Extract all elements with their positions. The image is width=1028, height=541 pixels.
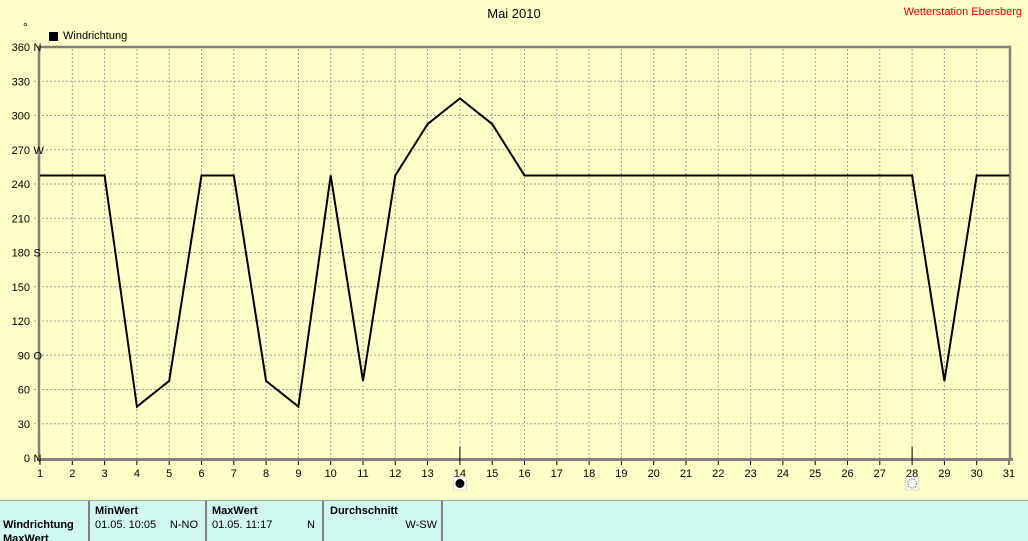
- x-tick-label: 16: [518, 468, 530, 480]
- y-tick-label: 0: [24, 453, 30, 465]
- x-tick-label: 22: [712, 468, 724, 480]
- y-tick-label: 90: [18, 350, 30, 362]
- y-compass-label: N: [34, 42, 42, 54]
- x-tick-label: 26: [841, 468, 853, 480]
- x-tick-label: 24: [777, 468, 789, 480]
- legend: Windrichtung: [49, 30, 127, 42]
- y-tick-label: 300: [12, 111, 30, 123]
- legend-label: Windrichtung: [63, 30, 128, 42]
- y-tick-label: 360: [12, 42, 30, 54]
- x-tick-label: 9: [295, 468, 301, 480]
- x-tick-label: 2: [69, 468, 75, 480]
- x-tick-label: 30: [971, 468, 983, 480]
- x-tick-label: 7: [231, 468, 237, 480]
- x-tick-label: 10: [325, 468, 337, 480]
- new-moon-icon: [455, 479, 465, 488]
- x-tick-label: 18: [583, 468, 595, 480]
- y-tick-label: 240: [12, 179, 30, 191]
- wind-direction-chart[interactable]: 1 2 3 4 5 6 7 8 9 10 11 12 13 14 15 16 17 18 19 20 21 22 23 24 2…: [0, 0, 1028, 500]
- y-tick-label: 30: [18, 419, 30, 431]
- table-row-label-clipped: MaxWert: [3, 533, 49, 541]
- x-tick-label: 25: [809, 468, 821, 480]
- page-title: Mai 2010: [487, 6, 541, 21]
- stats-table: MinWert MaxWert Durchschnitt Windrichtun…: [0, 500, 1028, 541]
- y-tick-label: 120: [12, 316, 30, 328]
- x-tick-label: 20: [648, 468, 660, 480]
- x-tick-label: 13: [421, 468, 433, 480]
- x-tick-label: 23: [744, 468, 756, 480]
- maxwert-value: N: [307, 519, 315, 531]
- table-separator: [88, 501, 90, 541]
- x-tick-label: 29: [938, 468, 950, 480]
- y-tick-label: 270: [12, 145, 30, 157]
- y-compass-label: O: [34, 350, 43, 362]
- y-tick-label: 60: [18, 385, 30, 397]
- maxwert-header: MaxWert: [212, 505, 258, 517]
- x-tick-label: 4: [134, 468, 140, 480]
- series-line-windrichtung: [40, 97, 1009, 409]
- y-tick-label: 180: [12, 248, 30, 260]
- y-tick-label: 330: [12, 76, 30, 88]
- durchschnitt-header: Durchschnitt: [330, 505, 398, 517]
- x-tick-label: 6: [198, 468, 204, 480]
- y-compass-label: W: [34, 145, 45, 157]
- table-separator: [322, 501, 324, 541]
- table-separator: [205, 501, 207, 541]
- x-tick-label: 21: [680, 468, 692, 480]
- table-row-label: Windrichtung: [3, 519, 74, 531]
- x-tick-label: 31: [1003, 468, 1015, 480]
- y-tick-label: 210: [12, 213, 30, 225]
- minwert-value: N-NO: [169, 519, 198, 531]
- y-compass-label: S: [34, 248, 41, 260]
- minwert-datetime: 01.05. 10:05: [95, 519, 157, 531]
- y-axis-unit-label: °: [23, 20, 28, 34]
- x-tick-label: 19: [615, 468, 627, 480]
- x-tick-label: 3: [102, 468, 108, 480]
- y-compass-label: N: [34, 453, 42, 465]
- maxwert-datetime: 01.05. 11:17: [212, 519, 273, 531]
- x-tick-label: 12: [389, 468, 401, 480]
- x-tick-label: 17: [551, 468, 563, 480]
- durchschnitt-value: W-SW: [405, 519, 437, 531]
- x-tick-label: 8: [263, 468, 269, 480]
- station-label: Wetterstation Ebersberg: [903, 6, 1022, 18]
- y-tick-label: 150: [12, 282, 30, 294]
- table-separator: [441, 501, 443, 541]
- legend-swatch-icon: [49, 31, 58, 41]
- x-tick-label: 15: [486, 468, 498, 480]
- x-tick-label: 11: [357, 468, 368, 480]
- x-tick-label: 27: [874, 468, 886, 480]
- x-tick-label: 1: [37, 468, 43, 480]
- x-tick-label: 5: [166, 468, 172, 480]
- full-moon-icon: [907, 478, 918, 489]
- minwert-header: MinWert: [95, 505, 139, 517]
